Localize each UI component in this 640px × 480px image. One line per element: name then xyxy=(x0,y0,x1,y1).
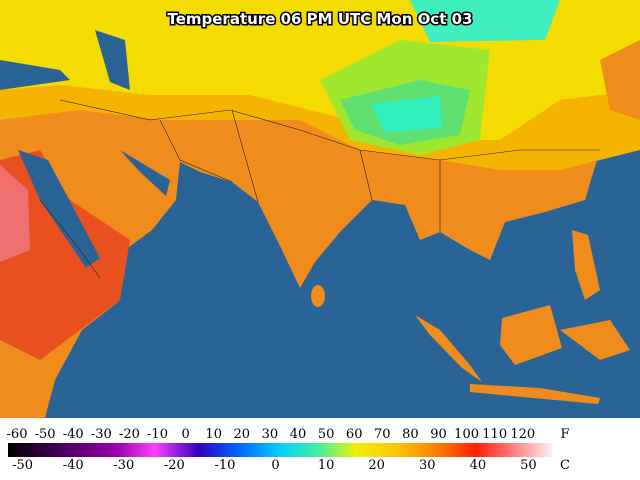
legend-label-f: 50 xyxy=(318,427,335,442)
legend-label-c: -50 xyxy=(12,458,33,473)
legend-label-f: 120 xyxy=(510,427,535,442)
legend-label-f: -50 xyxy=(35,427,56,442)
legend-label-c: 10 xyxy=(318,458,335,473)
legend-label-f: -20 xyxy=(119,427,140,442)
inland-water xyxy=(0,30,170,268)
legend-label-f: 70 xyxy=(374,427,391,442)
legend-label-f: -10 xyxy=(147,427,168,442)
legend-label-c: 40 xyxy=(470,458,487,473)
legend-label-f: 20 xyxy=(234,427,251,442)
legend-label-c: -30 xyxy=(113,458,134,473)
legend-label-f: 30 xyxy=(262,427,279,442)
land xyxy=(0,0,640,418)
legend-label-c: 30 xyxy=(419,458,436,473)
legend-label-f: -40 xyxy=(63,427,84,442)
legend-label-f: 10 xyxy=(205,427,222,442)
legend-label-f: 40 xyxy=(290,427,307,442)
legend-label-c: 50 xyxy=(520,458,537,473)
legend-label-f: 100 xyxy=(454,427,479,442)
legend-label-f: -30 xyxy=(91,427,112,442)
legend-label-c: -20 xyxy=(164,458,185,473)
legend-unit: C xyxy=(560,458,570,473)
legend-label-c: 0 xyxy=(271,458,279,473)
legend-label-f: 80 xyxy=(402,427,419,442)
legend-label-f: 110 xyxy=(482,427,507,442)
legend-unit: F xyxy=(560,427,569,442)
legend-label-f: 0 xyxy=(181,427,189,442)
legend-label-c: 20 xyxy=(368,458,385,473)
legend-label-c: -40 xyxy=(63,458,84,473)
legend-label-f: -60 xyxy=(7,427,28,442)
map-title: Temperature 06 PM UTC Mon Oct 03 xyxy=(167,10,472,28)
color-scale xyxy=(8,443,552,457)
legend-label-f: 60 xyxy=(346,427,363,442)
borders xyxy=(39,99,600,279)
legend-label-f: 90 xyxy=(430,427,447,442)
legend-label-c: -10 xyxy=(214,458,235,473)
